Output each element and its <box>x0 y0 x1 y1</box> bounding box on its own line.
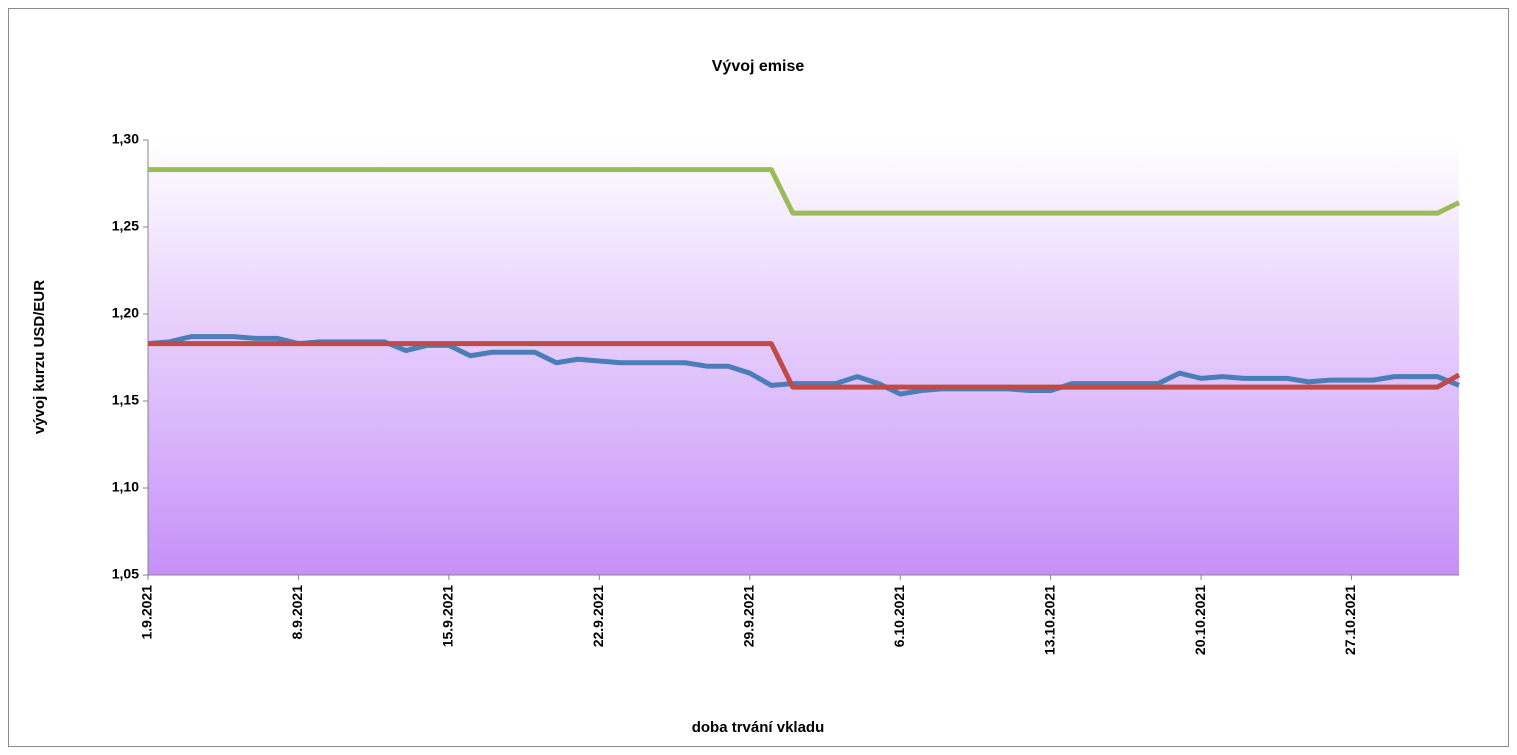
chart-title: Vývoj emise <box>712 58 805 75</box>
x-tick-label: 13.10.2021 <box>1041 585 1057 655</box>
x-tick-label: 29.9.2021 <box>740 585 756 647</box>
y-axis-label: vývoj kurzu USD/EUR <box>31 280 48 434</box>
line-series <box>148 167 1461 216</box>
x-tick-label: 20.10.2021 <box>1192 585 1208 655</box>
y-tick-label: 1,15 <box>112 392 139 408</box>
y-tick-label: 1,10 <box>112 479 139 495</box>
y-tick-label: 1,25 <box>112 218 139 234</box>
y-tick-label: 1,30 <box>112 131 139 147</box>
y-tick-label: 1,05 <box>112 566 139 582</box>
x-tick-label: 22.9.2021 <box>590 585 606 647</box>
x-tick-label: 15.9.2021 <box>440 585 456 647</box>
x-axis-label: doba trvání vkladu <box>692 719 825 736</box>
x-tick-label: 27.10.2021 <box>1342 585 1358 655</box>
plot-area <box>148 140 1459 575</box>
x-tick-label: 1.9.2021 <box>139 585 155 640</box>
line-series <box>148 341 1461 390</box>
x-tick-label: 8.9.2021 <box>289 585 305 640</box>
y-tick-label: 1,20 <box>112 305 139 321</box>
x-tick-label: 6.10.2021 <box>891 585 907 647</box>
